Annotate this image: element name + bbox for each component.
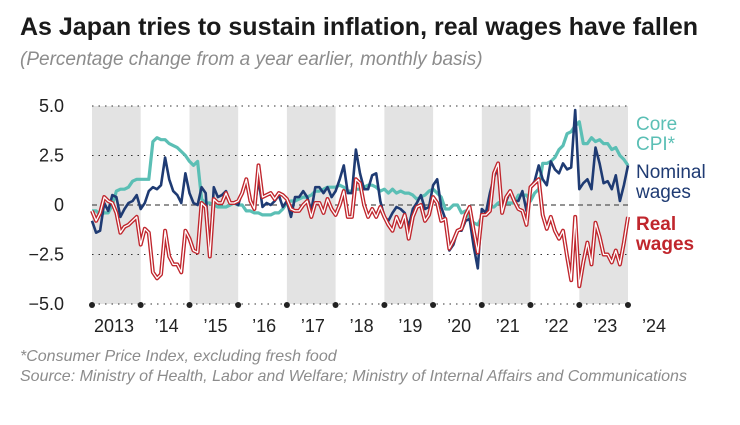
- y-tick-label: 0: [54, 195, 64, 215]
- x-tick-dot: [381, 302, 388, 308]
- x-tick-label: ’24: [642, 316, 666, 336]
- grid-lines: [92, 105, 628, 305]
- legend-real-wages: Real wages: [635, 214, 694, 255]
- line-chart: 5.0 2.5 0 −2.5 −5.0 2013 ’14 ’15 ’16 ’17 ’18 ’19 ’2…: [28, 96, 706, 336]
- x-axis: 2013 ’14 ’15 ’16 ’17 ’18 ’19 ’20 ’21 ’22 ’23 ’24: [89, 302, 666, 336]
- series-line-nominal-wages: [90, 108, 630, 270]
- x-tick-dot: [137, 302, 144, 308]
- x-tick-label: ’19: [398, 316, 422, 336]
- series-line-real-wages-inner: [91, 162, 629, 287]
- x-tick-label: ’20: [447, 316, 471, 336]
- x-tick-label: ’18: [350, 316, 374, 336]
- chart-subtitle: (Percentage change from a year earlier, …: [20, 49, 483, 70]
- x-tick-dot: [332, 302, 339, 308]
- chart-notes: *Consumer Price Index, excluding fresh f…: [20, 347, 730, 387]
- shaded-band-2013: [92, 106, 141, 304]
- x-tick-label: 2013: [94, 316, 134, 336]
- chart-title-text: As Japan tries to sustain inflation, rea…: [20, 13, 698, 41]
- y-axis: 5.0 2.5 0 −2.5 −5.0: [28, 96, 64, 314]
- x-tick-label: ’17: [301, 316, 325, 336]
- x-tick-label: ’15: [203, 316, 227, 336]
- x-tick-label: ’14: [155, 316, 179, 336]
- x-tick-dot: [576, 302, 583, 308]
- x-tick-dot: [625, 302, 631, 308]
- x-tick-label: ’21: [496, 316, 520, 336]
- x-tick-dot: [430, 302, 437, 308]
- x-tick-dot: [478, 302, 485, 308]
- y-tick-label: −5.0: [28, 294, 64, 314]
- legend: Core CPI* Nominal wages Real wages: [635, 114, 706, 255]
- legend-core-cpi: Core CPI*: [636, 114, 677, 155]
- series-lines: [90, 108, 630, 289]
- legend-nominal-wages: Nominal wages: [635, 162, 706, 203]
- footnote: *Consumer Price Index, excluding fresh f…: [20, 348, 337, 365]
- x-tick-label: ’23: [593, 316, 617, 336]
- source-note: Source: Ministry of Health, Labor and We…: [20, 368, 687, 385]
- y-tick-label: 2.5: [39, 146, 64, 166]
- x-tick-dot: [283, 302, 290, 308]
- x-tick-dot: [527, 302, 534, 308]
- y-tick-label: 5.0: [39, 96, 64, 116]
- x-tick-dot: [235, 302, 242, 308]
- chart-title: As Japan tries to sustain inflation, rea…: [20, 12, 725, 75]
- x-tick-dot: [186, 302, 193, 308]
- x-tick-label: ’16: [252, 316, 276, 336]
- x-tick-label: ’22: [544, 316, 568, 336]
- shaded-band-2023: [579, 106, 628, 304]
- y-tick-label: −2.5: [28, 245, 64, 265]
- year-bands: [92, 106, 628, 304]
- x-tick-dot: [89, 302, 95, 308]
